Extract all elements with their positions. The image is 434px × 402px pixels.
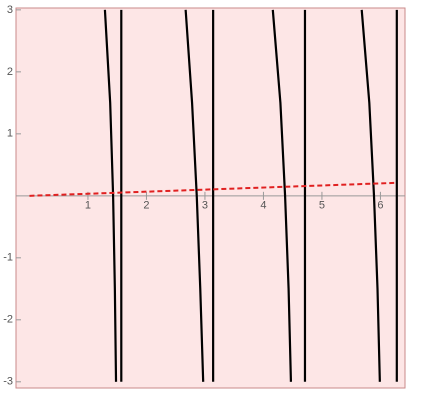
y-tick-label: 3 [7,4,13,16]
y-tick-label: -2 [3,314,13,326]
y-tick-label: -1 [3,252,13,264]
x-tick-label: 2 [143,200,149,212]
curve [29,181,397,197]
x-tick-label: 6 [377,200,383,212]
curve [103,9,398,382]
x-tick-label: 4 [260,200,266,212]
y-tick-label: 2 [7,66,13,78]
x-tick-label: 5 [319,200,325,212]
y-tick-label: 1 [7,128,13,140]
x-tick-label: 1 [85,200,91,212]
x-tick-label: 3 [202,200,208,212]
y-tick-label: -3 [3,376,13,388]
plot-frame [15,7,406,389]
